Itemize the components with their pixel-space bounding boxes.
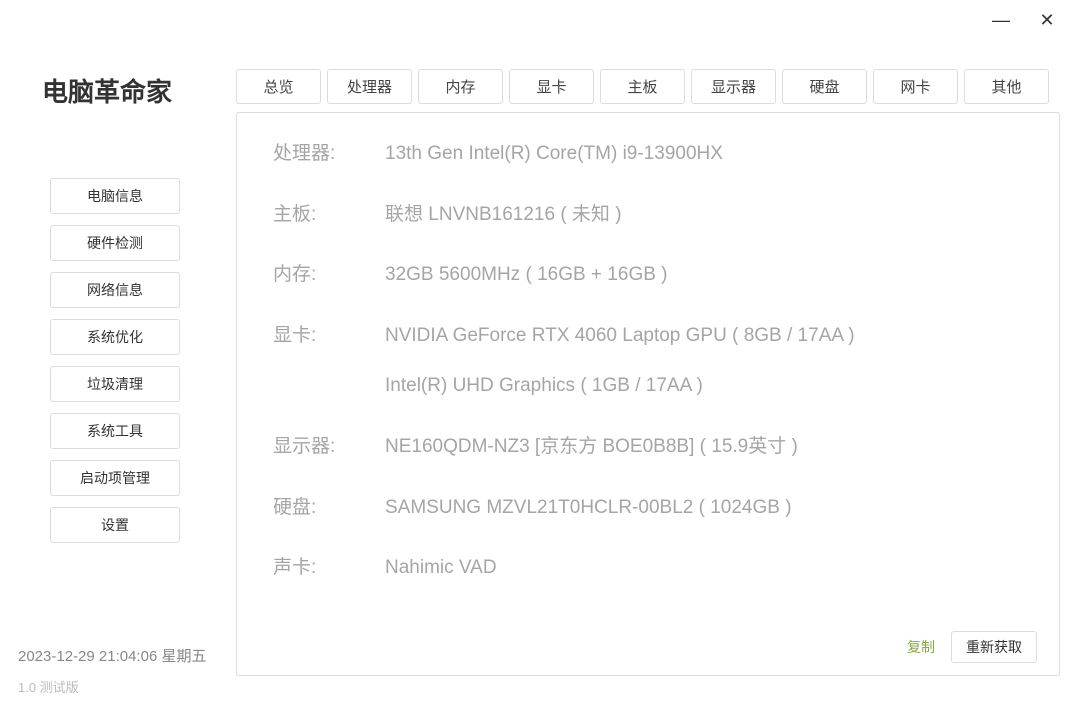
spec-row-board: 主板: 联想 LNVNB161216 ( 未知 ) xyxy=(273,202,1023,229)
sidebar: 电脑信息 硬件检测 网络信息 系统优化 垃圾清理 系统工具 启动项管理 设置 xyxy=(50,178,180,543)
sidebar-item-garbage-clean[interactable]: 垃圾清理 xyxy=(50,366,180,402)
sidebar-item-system-optimize[interactable]: 系统优化 xyxy=(50,319,180,355)
top-tabs: 总览 处理器 内存 显卡 主板 显示器 硬盘 网卡 其他 xyxy=(236,69,1049,104)
spec-row-gpu: 显卡: NVIDIA GeForce RTX 4060 Laptop GPU (… xyxy=(273,323,1023,350)
spec-value-gpu2: Intel(R) UHD Graphics ( 1GB / 17AA ) xyxy=(385,373,703,400)
panel-actions: 复制 重新获取 xyxy=(907,631,1037,663)
sidebar-item-network-info[interactable]: 网络信息 xyxy=(50,272,180,308)
content-panel: 处理器: 13th Gen Intel(R) Core(TM) i9-13900… xyxy=(236,112,1060,676)
spec-row-display: 显示器: NE160QDM-NZ3 [京东方 BOE0B8B] ( 15.9英寸… xyxy=(273,434,1023,461)
tab-gpu[interactable]: 显卡 xyxy=(509,69,594,104)
tab-cpu[interactable]: 处理器 xyxy=(327,69,412,104)
close-button[interactable]: ✕ xyxy=(1038,11,1056,29)
sidebar-item-computer-info[interactable]: 电脑信息 xyxy=(50,178,180,214)
spec-row-cpu: 处理器: 13th Gen Intel(R) Core(TM) i9-13900… xyxy=(273,141,1023,168)
spec-value-gpu: NVIDIA GeForce RTX 4060 Laptop GPU ( 8GB… xyxy=(385,323,855,350)
tab-other[interactable]: 其他 xyxy=(964,69,1049,104)
refresh-button[interactable]: 重新获取 xyxy=(951,631,1037,663)
footer-datetime: 2023-12-29 21:04:06 星期五 xyxy=(18,645,206,666)
app-title: 电脑革命家 xyxy=(42,72,172,109)
copy-link[interactable]: 复制 xyxy=(907,637,935,657)
minimize-button[interactable]: — xyxy=(992,11,1010,29)
window-titlebar: — ✕ xyxy=(992,0,1080,40)
sidebar-item-startup-management[interactable]: 启动项管理 xyxy=(50,460,180,496)
spec-value-disk: SAMSUNG MZVL21T0HCLR-00BL2 ( 1024GB ) xyxy=(385,495,792,522)
tab-disk[interactable]: 硬盘 xyxy=(782,69,867,104)
spec-label-cpu: 处理器: xyxy=(273,141,385,168)
tab-motherboard[interactable]: 主板 xyxy=(600,69,685,104)
tab-overview[interactable]: 总览 xyxy=(236,69,321,104)
spec-value-memory: 32GB 5600MHz ( 16GB + 16GB ) xyxy=(385,262,668,289)
spec-label-gpu: 显卡: xyxy=(273,323,385,350)
footer-version: 1.0 测试版 xyxy=(18,677,79,696)
sidebar-item-settings[interactable]: 设置 xyxy=(50,507,180,543)
spec-value-audio: Nahimic VAD xyxy=(385,555,497,582)
spec-label-audio: 声卡: xyxy=(273,555,385,582)
tab-memory[interactable]: 内存 xyxy=(418,69,503,104)
spec-value-cpu: 13th Gen Intel(R) Core(TM) i9-13900HX xyxy=(385,141,723,168)
spec-row-memory: 内存: 32GB 5600MHz ( 16GB + 16GB ) xyxy=(273,262,1023,289)
spec-value-board: 联想 LNVNB161216 ( 未知 ) xyxy=(385,202,622,229)
spec-row-audio: 声卡: Nahimic VAD xyxy=(273,555,1023,582)
spec-label-board: 主板: xyxy=(273,202,385,229)
sidebar-item-system-tools[interactable]: 系统工具 xyxy=(50,413,180,449)
spec-label-disk: 硬盘: xyxy=(273,495,385,522)
spec-value-display: NE160QDM-NZ3 [京东方 BOE0B8B] ( 15.9英寸 ) xyxy=(385,434,798,461)
tab-display[interactable]: 显示器 xyxy=(691,69,776,104)
spec-label-display: 显示器: xyxy=(273,434,385,461)
spec-label-memory: 内存: xyxy=(273,262,385,289)
spec-row-gpu2: Intel(R) UHD Graphics ( 1GB / 17AA ) xyxy=(273,373,1023,400)
sidebar-item-hardware-check[interactable]: 硬件检测 xyxy=(50,225,180,261)
tab-network[interactable]: 网卡 xyxy=(873,69,958,104)
spec-row-disk: 硬盘: SAMSUNG MZVL21T0HCLR-00BL2 ( 1024GB … xyxy=(273,495,1023,522)
